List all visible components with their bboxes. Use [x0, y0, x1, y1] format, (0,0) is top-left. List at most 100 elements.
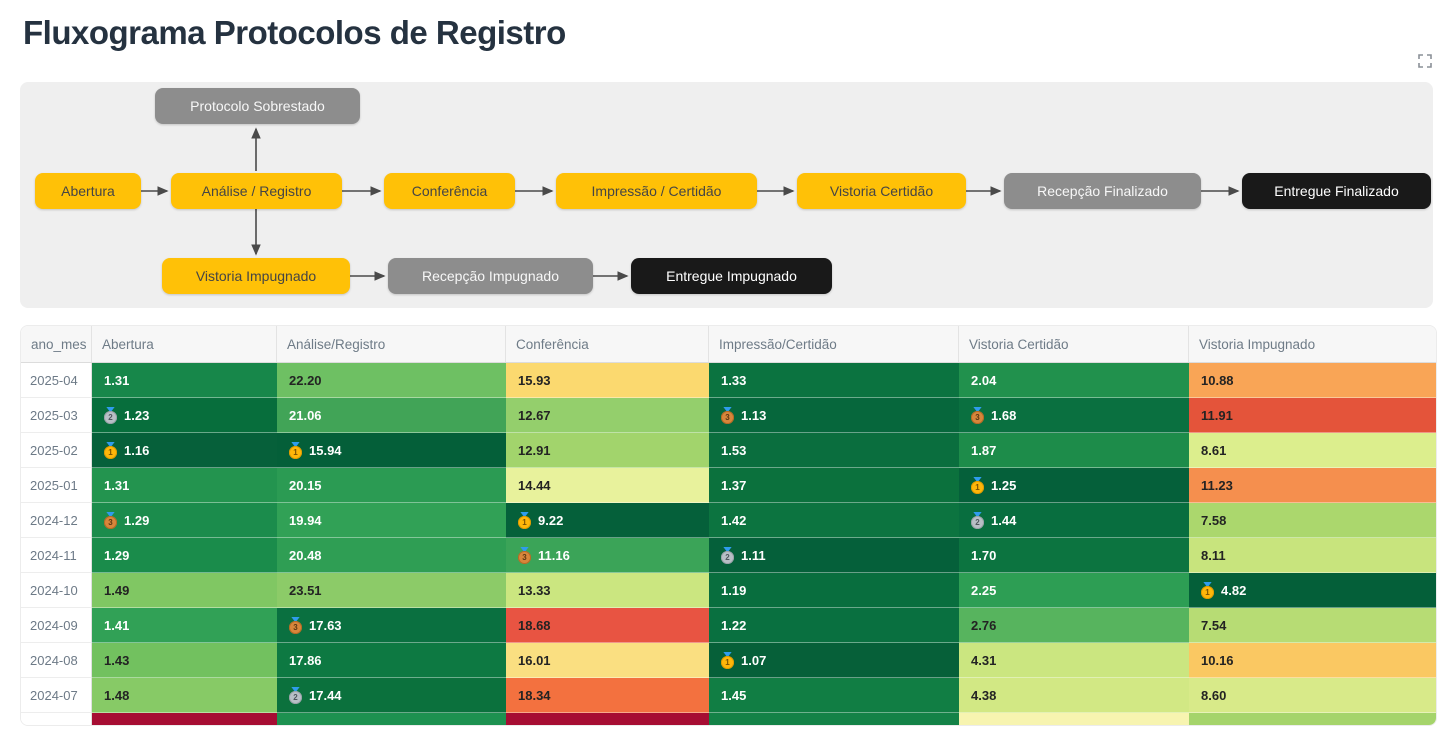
data-cell: 2 1.11	[709, 538, 959, 573]
data-cell: 1.87	[959, 433, 1189, 468]
table-row	[21, 713, 1436, 725]
cell-value: 12.67	[518, 407, 551, 423]
data-cell: 2.76	[959, 608, 1189, 643]
data-cell: 17.86	[277, 643, 506, 678]
cell-value: 1.16	[124, 442, 150, 458]
cell-value: 16.01	[518, 652, 551, 668]
bronze-medal-icon: 3	[721, 406, 734, 424]
gold-medal-icon: 1	[971, 476, 984, 494]
cell-value: 4.82	[1221, 582, 1247, 598]
table-row: 2024-07 1.48 2 17.44 18.34 1.45 4.38 8.60	[21, 678, 1436, 713]
column-header-4: Impressão/Certidão	[709, 326, 959, 362]
data-cell: 1 1.07	[709, 643, 959, 678]
data-cell	[709, 713, 959, 725]
data-cell: 7.58	[1189, 503, 1436, 538]
cell-value: 1.31	[104, 372, 130, 388]
cell-value: 11.91	[1201, 407, 1233, 423]
data-cell: 1.33	[709, 363, 959, 398]
cell-value: 12.91	[518, 442, 551, 458]
data-cell: 1 9.22	[506, 503, 709, 538]
fullscreen-button[interactable]	[1410, 46, 1440, 76]
cell-value: 21.06	[289, 407, 322, 423]
cell-value: 2.04	[971, 372, 997, 388]
row-label: 2025-02	[21, 433, 92, 468]
flow-node-abertura: Abertura	[35, 173, 141, 209]
cell-value: 11.23	[1201, 477, 1233, 493]
cell-value: 13.33	[518, 582, 551, 598]
gold-medal-icon: 1	[104, 441, 117, 459]
cell-value: 8.60	[1201, 687, 1227, 703]
flow-node-protocolo-sobrestado: Protocolo Sobrestado	[155, 88, 360, 124]
cell-value: 1.53	[721, 442, 747, 458]
data-cell: 2 1.44	[959, 503, 1189, 538]
gold-medal-icon: 1	[518, 511, 531, 529]
data-cell	[92, 713, 277, 725]
row-label: 2024-08	[21, 643, 92, 678]
cell-value: 1.48	[104, 687, 130, 703]
cell-value: 17.86	[289, 652, 322, 668]
data-cell: 1.29	[92, 538, 277, 573]
table-row: 2024-10 1.49 23.51 13.33 1.19 2.25 1 4.82	[21, 573, 1436, 608]
data-cell: 19.94	[277, 503, 506, 538]
gold-medal-icon: 1	[1201, 581, 1214, 599]
table-row: 2025-04 1.31 22.20 15.93 1.33 2.04 10.88	[21, 363, 1436, 398]
data-cell: 8.11	[1189, 538, 1436, 573]
cell-value: 1.23	[124, 407, 150, 423]
data-cell: 12.67	[506, 398, 709, 433]
data-cell: 1 4.82	[1189, 573, 1436, 608]
cell-value: 1.87	[971, 442, 997, 458]
cell-value: 18.68	[518, 617, 551, 633]
bronze-medal-icon: 3	[971, 406, 984, 424]
cell-value: 20.15	[289, 477, 322, 493]
data-cell: 1.49	[92, 573, 277, 608]
column-header-6: Vistoria Impugnado	[1199, 336, 1316, 352]
cell-value: 1.45	[721, 687, 747, 703]
page-title: Fluxograma Protocolos de Registro	[23, 14, 566, 51]
row-label: 2024-09	[21, 608, 92, 643]
flow-node-analise-registro: Análise / Registro	[171, 173, 342, 209]
cell-value: 11.16	[538, 547, 570, 563]
cell-value: 1.68	[991, 407, 1017, 423]
cell-value: 1.22	[721, 617, 747, 633]
cell-value: 7.54	[1201, 617, 1227, 633]
row-label: 2025-04	[21, 363, 92, 398]
cell-value: 10.88	[1201, 372, 1234, 388]
data-cell: 1.48	[92, 678, 277, 713]
cell-value: 20.48	[289, 547, 322, 563]
silver-medal-icon: 2	[721, 546, 734, 564]
cell-value: 2.76	[971, 617, 997, 633]
data-cell: 8.61	[1189, 433, 1436, 468]
cell-value: 1.44	[991, 512, 1017, 528]
cell-value: 2.25	[971, 582, 997, 598]
cell-value: 10.16	[1201, 652, 1234, 668]
cell-value: 18.34	[518, 687, 551, 703]
row-label: 2025-03	[21, 398, 92, 433]
cell-value: 15.94	[309, 442, 342, 458]
gold-medal-icon: 1	[721, 651, 734, 669]
data-cell: 7.54	[1189, 608, 1436, 643]
silver-medal-icon: 2	[104, 406, 117, 424]
gold-medal-icon: 1	[289, 441, 302, 459]
data-cell: 2 1.23	[92, 398, 277, 433]
column-header-3: Conferência	[506, 326, 709, 362]
row-label: 2024-07	[21, 678, 92, 713]
data-cell: 12.91	[506, 433, 709, 468]
cell-value: 1.49	[104, 582, 130, 598]
cell-value: 4.38	[971, 687, 997, 703]
cell-value: 23.51	[289, 582, 322, 598]
data-cell: 18.34	[506, 678, 709, 713]
flow-node-vistoria-impugnado: Vistoria Impugnado	[162, 258, 350, 294]
row-label: 2024-11	[21, 538, 92, 573]
flow-node-recepcao-finalizado: Recepção Finalizado	[1004, 173, 1201, 209]
column-header-5: Vistoria Certidão	[959, 326, 1189, 362]
cell-value: 1.25	[991, 477, 1017, 493]
data-cell: 15.93	[506, 363, 709, 398]
column-header-2: Análise/Registro	[277, 326, 506, 362]
bronze-medal-icon: 3	[104, 511, 117, 529]
table-row: 2025-03 2 1.23 21.06 12.67 3 1.13 3 1.68 11.91	[21, 398, 1436, 433]
data-cell: 1.45	[709, 678, 959, 713]
cell-value: 1.41	[104, 617, 130, 633]
data-cell: 11.91	[1189, 398, 1436, 433]
data-cell: 1.22	[709, 608, 959, 643]
